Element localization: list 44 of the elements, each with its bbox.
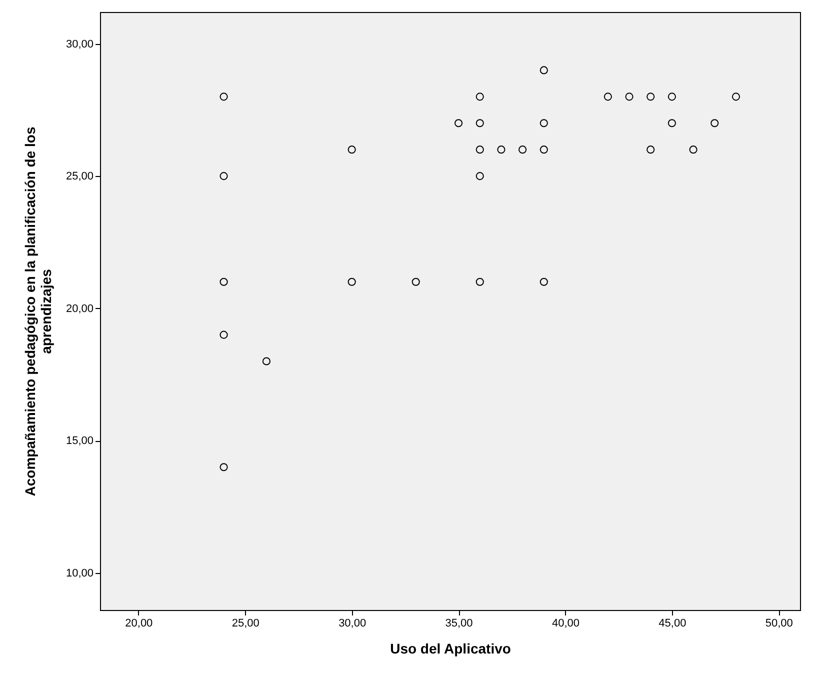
point — [668, 92, 676, 101]
x-tick-label: 25,00 — [232, 618, 260, 630]
point — [412, 278, 420, 286]
y-axis-title: Acompañamiento pedagógico en la planificación de los aprendizajes — [22, 126, 54, 496]
y-tick-label: 30,00 — [66, 38, 94, 50]
point — [646, 92, 655, 101]
point — [540, 119, 548, 128]
point — [220, 330, 228, 339]
point — [710, 119, 719, 128]
y-tick-label: 25,00 — [66, 170, 94, 183]
point — [454, 119, 463, 128]
point — [540, 278, 548, 286]
point — [625, 92, 634, 101]
point — [348, 278, 356, 286]
point — [476, 278, 484, 286]
point — [604, 92, 612, 101]
y-tick-label: 10,00 — [66, 567, 94, 580]
point — [220, 172, 228, 180]
x-tick-label: 40,00 — [552, 618, 580, 630]
point — [476, 146, 484, 154]
y-tick-label: 20,00 — [66, 302, 94, 315]
point — [220, 463, 228, 472]
point — [476, 92, 484, 101]
point — [540, 146, 548, 154]
point — [262, 357, 270, 366]
point — [220, 92, 228, 101]
point — [689, 146, 698, 154]
y-tick-label: 15,00 — [66, 435, 94, 448]
x-tick-label: 20,00 — [125, 618, 153, 630]
point — [220, 278, 228, 286]
point — [668, 119, 676, 128]
x-tick-label: 45,00 — [658, 618, 686, 630]
point — [476, 119, 484, 128]
x-tick-label: 30,00 — [338, 618, 366, 630]
point — [476, 172, 484, 180]
point — [540, 66, 548, 74]
point — [348, 146, 356, 154]
x-tick-label: 50,00 — [765, 618, 793, 630]
x-tick-label: 35,00 — [445, 618, 473, 630]
point — [497, 146, 506, 154]
point — [518, 146, 527, 154]
point — [732, 92, 740, 101]
point — [646, 146, 655, 154]
x-axis-title: Uso del Aplicativo — [390, 640, 511, 656]
